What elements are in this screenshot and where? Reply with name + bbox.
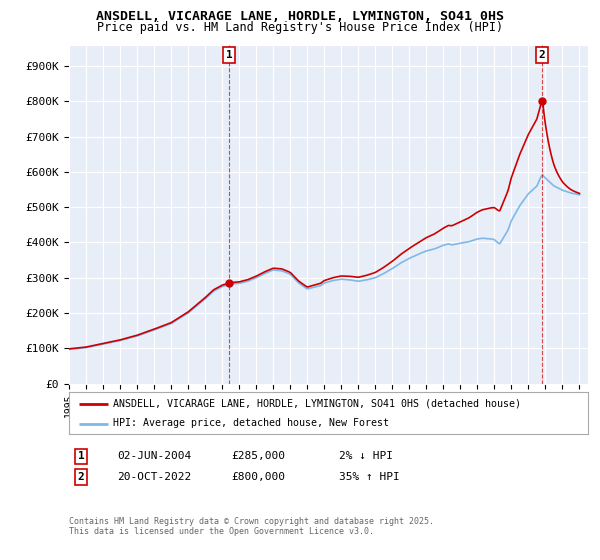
Text: ANSDELL, VICARAGE LANE, HORDLE, LYMINGTON, SO41 0HS: ANSDELL, VICARAGE LANE, HORDLE, LYMINGTO… [96, 10, 504, 22]
Text: 2: 2 [77, 472, 85, 482]
Text: £800,000: £800,000 [231, 472, 285, 482]
Text: 02-JUN-2004: 02-JUN-2004 [117, 451, 191, 461]
Text: HPI: Average price, detached house, New Forest: HPI: Average price, detached house, New … [113, 418, 389, 428]
Text: 1: 1 [77, 451, 85, 461]
Text: Price paid vs. HM Land Registry's House Price Index (HPI): Price paid vs. HM Land Registry's House … [97, 21, 503, 34]
Text: Contains HM Land Registry data © Crown copyright and database right 2025.: Contains HM Land Registry data © Crown c… [69, 517, 434, 526]
Text: 2% ↓ HPI: 2% ↓ HPI [339, 451, 393, 461]
Text: This data is licensed under the Open Government Licence v3.0.: This data is licensed under the Open Gov… [69, 528, 374, 536]
Text: 20-OCT-2022: 20-OCT-2022 [117, 472, 191, 482]
Text: 1: 1 [226, 50, 233, 60]
Text: 2: 2 [539, 50, 545, 60]
Text: ANSDELL, VICARAGE LANE, HORDLE, LYMINGTON, SO41 0HS (detached house): ANSDELL, VICARAGE LANE, HORDLE, LYMINGTO… [113, 399, 521, 409]
Text: 35% ↑ HPI: 35% ↑ HPI [339, 472, 400, 482]
Text: £285,000: £285,000 [231, 451, 285, 461]
